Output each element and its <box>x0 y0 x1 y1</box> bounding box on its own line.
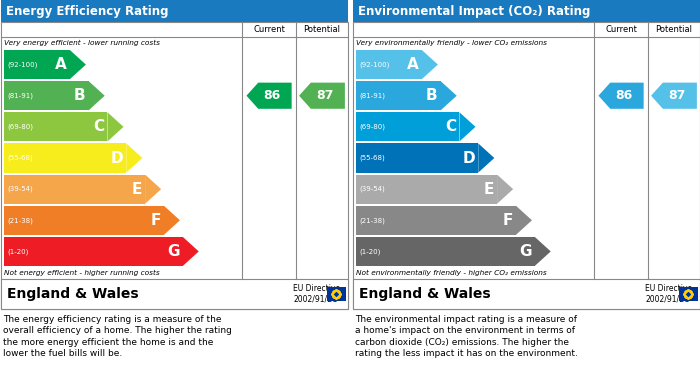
Text: 87: 87 <box>668 89 685 102</box>
Text: Energy Efficiency Rating: Energy Efficiency Rating <box>6 5 169 18</box>
Text: B: B <box>74 88 85 103</box>
Text: 86: 86 <box>615 89 633 102</box>
Polygon shape <box>516 206 532 235</box>
Text: (69-80): (69-80) <box>7 124 33 130</box>
Polygon shape <box>145 174 161 204</box>
Text: D: D <box>463 151 475 165</box>
Text: Potential: Potential <box>655 25 692 34</box>
Text: G: G <box>167 244 180 259</box>
Polygon shape <box>164 206 180 235</box>
Polygon shape <box>70 50 86 79</box>
Bar <box>356 81 441 110</box>
Bar <box>356 174 497 204</box>
Text: The environmental impact rating is a measure of
a home's impact on the environme: The environmental impact rating is a mea… <box>355 315 578 358</box>
Bar <box>4 112 108 142</box>
Text: (1-20): (1-20) <box>7 248 29 255</box>
Polygon shape <box>126 143 142 172</box>
Text: Current: Current <box>253 25 285 34</box>
Bar <box>4 237 183 266</box>
Text: B: B <box>426 88 438 103</box>
Bar <box>1 22 348 309</box>
Text: D: D <box>111 151 123 165</box>
Bar <box>1 0 348 22</box>
Text: EU Directive: EU Directive <box>645 284 692 293</box>
Text: 87: 87 <box>316 89 334 102</box>
Bar <box>4 206 164 235</box>
Bar <box>356 143 478 172</box>
Bar <box>1 279 348 309</box>
Bar <box>4 81 89 110</box>
Text: (55-68): (55-68) <box>359 155 385 161</box>
Text: Not environmentally friendly - higher CO₂ emissions: Not environmentally friendly - higher CO… <box>356 270 547 276</box>
Polygon shape <box>497 174 513 204</box>
Bar <box>353 0 700 22</box>
Polygon shape <box>535 237 551 266</box>
Polygon shape <box>598 83 643 109</box>
Text: (81-91): (81-91) <box>7 92 33 99</box>
Polygon shape <box>459 112 475 142</box>
Polygon shape <box>478 143 494 172</box>
Text: (39-54): (39-54) <box>359 186 385 192</box>
Bar <box>4 143 126 172</box>
Text: (1-20): (1-20) <box>359 248 380 255</box>
Text: (55-68): (55-68) <box>7 155 33 161</box>
Text: (92-100): (92-100) <box>7 61 37 68</box>
Polygon shape <box>422 50 438 79</box>
Text: C: C <box>445 119 456 135</box>
Polygon shape <box>108 112 123 142</box>
Polygon shape <box>299 83 345 109</box>
Bar <box>356 112 459 142</box>
Text: England & Wales: England & Wales <box>359 287 491 301</box>
Polygon shape <box>441 81 456 110</box>
Text: Potential: Potential <box>304 25 340 34</box>
Text: (21-38): (21-38) <box>7 217 33 224</box>
Text: A: A <box>407 57 419 72</box>
Bar <box>4 50 70 79</box>
Bar <box>356 50 422 79</box>
Text: England & Wales: England & Wales <box>7 287 139 301</box>
Bar <box>353 22 700 309</box>
Text: Very energy efficient - lower running costs: Very energy efficient - lower running co… <box>4 40 160 46</box>
Text: (39-54): (39-54) <box>7 186 33 192</box>
Text: 86: 86 <box>263 89 281 102</box>
Polygon shape <box>246 83 292 109</box>
Text: (69-80): (69-80) <box>359 124 385 130</box>
Text: Very environmentally friendly - lower CO₂ emissions: Very environmentally friendly - lower CO… <box>356 40 547 46</box>
Text: E: E <box>484 182 494 197</box>
Text: (21-38): (21-38) <box>359 217 385 224</box>
Bar <box>678 287 697 301</box>
Text: Current: Current <box>605 25 637 34</box>
Polygon shape <box>89 81 105 110</box>
Text: E: E <box>132 182 142 197</box>
Text: F: F <box>503 213 513 228</box>
Text: 2002/91/EC: 2002/91/EC <box>645 295 689 304</box>
Text: F: F <box>150 213 161 228</box>
Text: A: A <box>55 57 66 72</box>
Text: The energy efficiency rating is a measure of the
overall efficiency of a home. T: The energy efficiency rating is a measur… <box>3 315 232 358</box>
Text: Environmental Impact (CO₂) Rating: Environmental Impact (CO₂) Rating <box>358 5 590 18</box>
Bar <box>4 174 145 204</box>
Polygon shape <box>183 237 199 266</box>
Text: G: G <box>519 244 532 259</box>
Bar <box>326 287 346 301</box>
Bar <box>356 237 535 266</box>
Text: (81-91): (81-91) <box>359 92 385 99</box>
Text: 2002/91/EC: 2002/91/EC <box>293 295 337 304</box>
Text: C: C <box>93 119 104 135</box>
Polygon shape <box>651 83 697 109</box>
Bar <box>353 279 700 309</box>
Text: EU Directive: EU Directive <box>293 284 340 293</box>
Bar <box>356 206 516 235</box>
Text: (92-100): (92-100) <box>359 61 389 68</box>
Text: Not energy efficient - higher running costs: Not energy efficient - higher running co… <box>4 270 160 276</box>
